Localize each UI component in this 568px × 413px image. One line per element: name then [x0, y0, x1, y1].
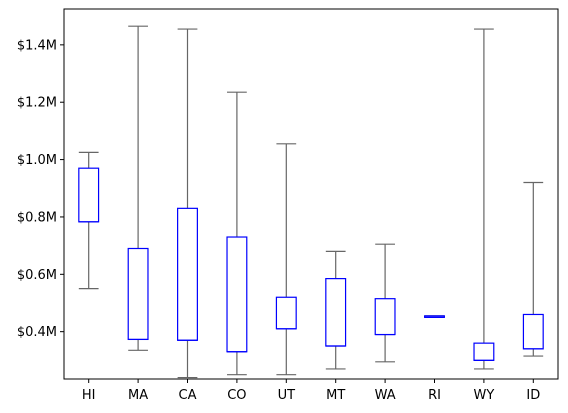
box-MA: [127, 25, 149, 351]
x-tick-label: WA: [375, 388, 396, 403]
box-HI: [78, 151, 100, 290]
box-CO: [226, 91, 248, 376]
iqr-box: [473, 342, 495, 361]
y-tick-label: $0.4M: [17, 325, 57, 340]
y-tick-label: $1.4M: [17, 38, 57, 53]
box-ID: [522, 181, 544, 357]
iqr-box: [275, 296, 297, 330]
axes-frame: [63, 8, 559, 380]
box-UT: [275, 143, 297, 376]
iqr-box: [127, 247, 149, 341]
plot-area: [78, 25, 544, 379]
iqr-box: [325, 278, 347, 347]
iqr-box: [522, 313, 544, 350]
x-tick-label: RI: [428, 388, 441, 403]
x-tick-label: CA: [179, 388, 197, 403]
x-tick-label: CO: [227, 388, 246, 403]
x-tick-label: MT: [326, 388, 345, 403]
x-tick-label: WY: [474, 388, 495, 403]
x-axis: HI MA CA CO UT MT WA RI WY ID: [82, 379, 540, 403]
y-axis: $0.4M $0.6M $0.8M $1.0M $1.2M $1.4M: [17, 38, 64, 340]
x-tick-label: HI: [82, 388, 96, 403]
box-WY: [473, 28, 495, 370]
box-WA: [374, 243, 396, 363]
x-tick-label: UT: [278, 388, 296, 403]
box-CA: [177, 28, 198, 379]
y-tick-label: $0.6M: [17, 268, 57, 283]
iqr-box: [226, 236, 248, 353]
y-tick-label: $0.8M: [17, 210, 57, 225]
iqr-box: [78, 167, 100, 223]
iqr-box: [374, 298, 396, 336]
iqr-box: [177, 207, 198, 341]
y-tick-label: $1.0M: [17, 153, 57, 168]
box-MT: [325, 250, 347, 370]
x-tick-label: ID: [526, 388, 540, 403]
y-tick-label: $1.2M: [17, 96, 57, 111]
box-RI: [424, 315, 445, 318]
x-tick-label: MA: [128, 388, 148, 403]
